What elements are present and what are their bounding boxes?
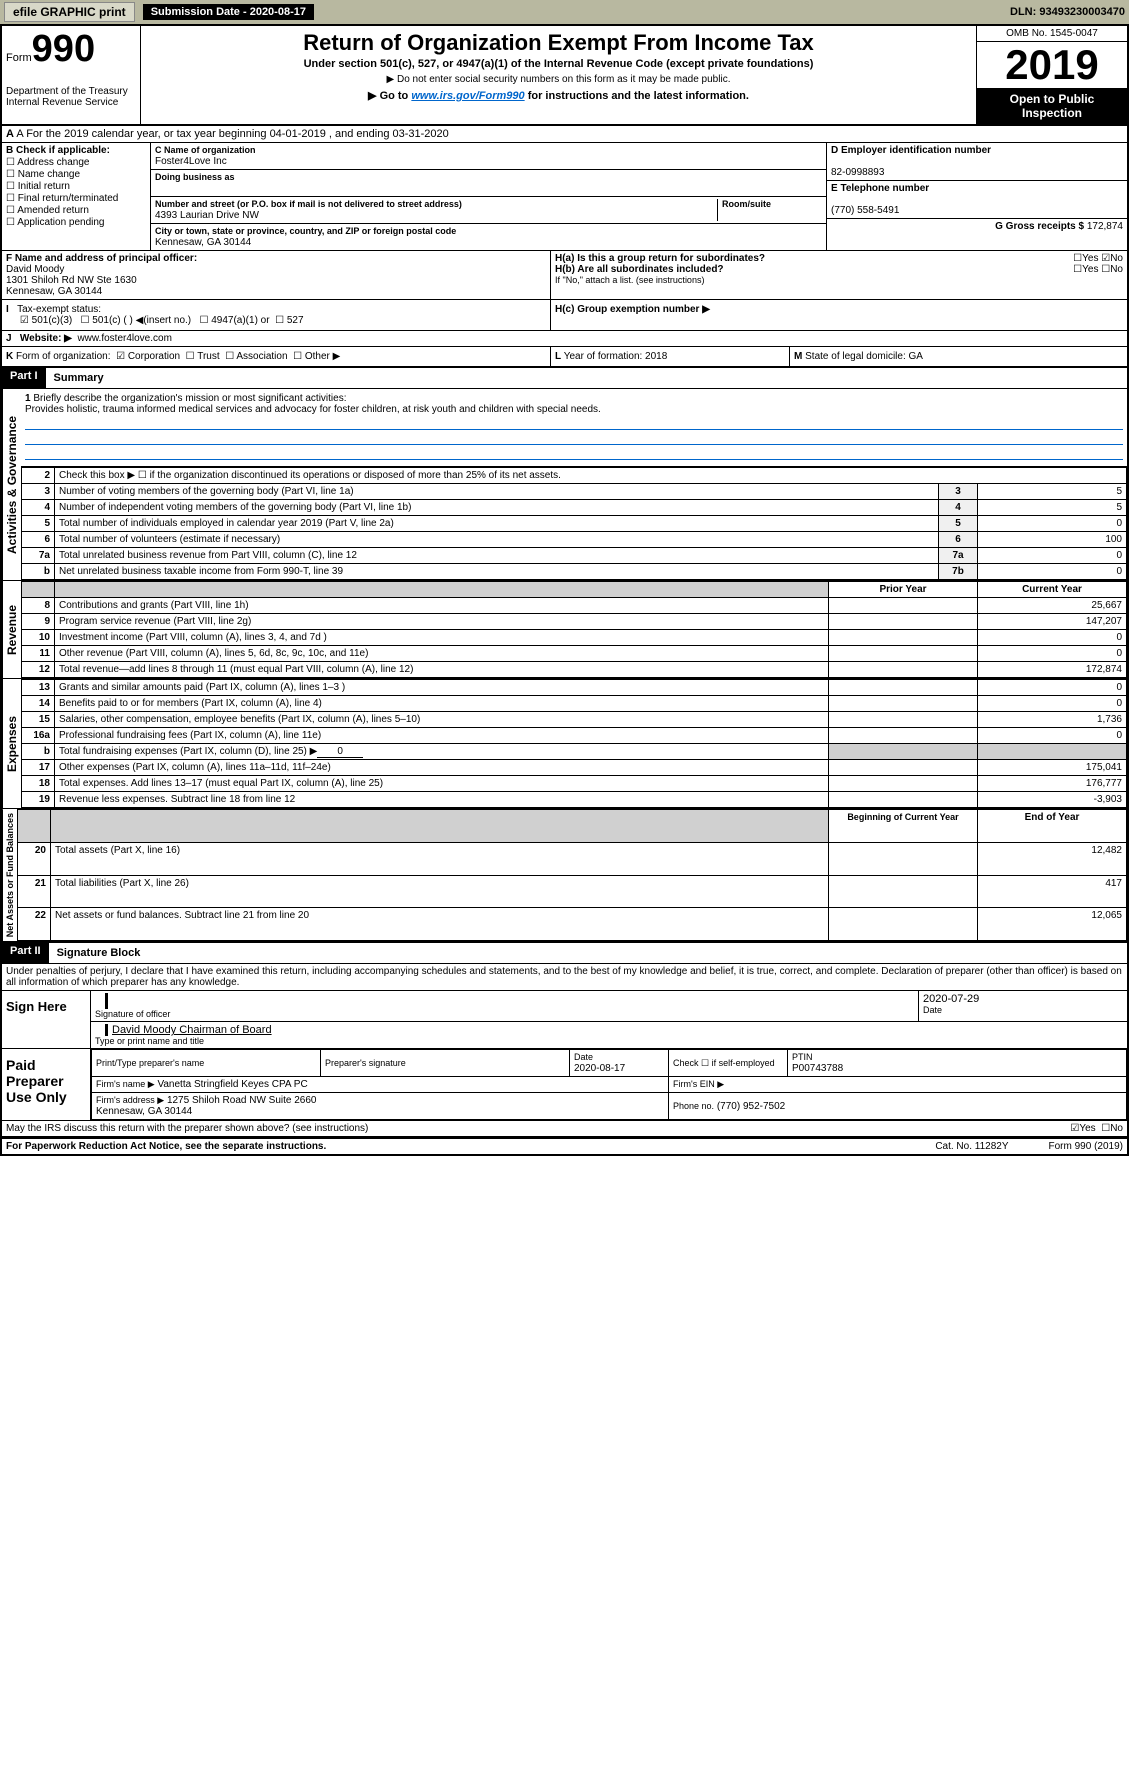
sig-date: 2020-07-29	[923, 993, 1123, 1005]
open-public: Open to Public Inspection	[977, 88, 1127, 124]
val-21: 417	[978, 875, 1127, 908]
part-1-title: Summary	[46, 368, 112, 388]
form-title: Return of Organization Exempt From Incom…	[145, 30, 972, 56]
check-address-change[interactable]: ☐ Address change	[6, 157, 146, 168]
val-8: 25,667	[978, 598, 1127, 614]
vert-governance: Activities & Governance	[2, 389, 21, 580]
firm-name: Vanetta Stringfield Keyes CPA PC	[157, 1079, 307, 1090]
efile-button[interactable]: efile GRAPHIC print	[4, 2, 135, 22]
section-f: F Name and address of principal officer:…	[2, 251, 551, 299]
part-2-title: Signature Block	[49, 943, 149, 963]
section-c: C Name of organizationFoster4Love Inc Do…	[151, 143, 827, 250]
vert-net-assets: Net Assets or Fund Balances	[2, 809, 17, 941]
check-final-return[interactable]: ☐ Final return/terminated	[6, 193, 146, 204]
val-5: 0	[978, 516, 1127, 532]
val-22: 12,065	[978, 908, 1127, 941]
omb-number: OMB No. 1545-0047	[977, 26, 1127, 42]
val-16a: 0	[978, 728, 1127, 744]
val-14: 0	[978, 696, 1127, 712]
val-12: 172,874	[978, 662, 1127, 678]
val-7a: 0	[978, 548, 1127, 564]
org-name: Foster4Love Inc	[155, 156, 227, 167]
check-app-pending[interactable]: ☐ Application pending	[6, 217, 146, 228]
row-i-tax-status: I Tax-exempt status: ☑ 501(c)(3) ☐ 501(c…	[2, 300, 551, 330]
form-subtitle: Under section 501(c), 527, or 4947(a)(1)…	[145, 58, 972, 70]
val-13: 0	[978, 680, 1127, 696]
discuss-row: May the IRS discuss this return with the…	[2, 1121, 1127, 1138]
val-20: 12,482	[978, 842, 1127, 875]
val-4: 5	[978, 500, 1127, 516]
row-l-year: L Year of formation: 2018	[551, 347, 790, 366]
val-19: -3,903	[978, 792, 1127, 808]
preparer-date: 2020-08-17	[574, 1063, 625, 1074]
row-a-period: A A For the 2019 calendar year, or tax y…	[2, 126, 1127, 143]
row-k-form-org: K Form of organization: ☑ Corporation ☐ …	[2, 347, 551, 366]
ptin: P00743788	[792, 1063, 843, 1074]
check-name-change[interactable]: ☐ Name change	[6, 169, 146, 180]
part-2-header: Part II	[2, 943, 49, 963]
val-17: 175,041	[978, 760, 1127, 776]
val-9: 147,207	[978, 614, 1127, 630]
org-city: Kennesaw, GA 30144	[155, 237, 251, 248]
vert-expenses: Expenses	[2, 679, 21, 808]
submission-date: Submission Date - 2020-08-17	[143, 4, 314, 20]
form-label: Form	[6, 52, 32, 64]
val-18: 176,777	[978, 776, 1127, 792]
val-6: 100	[978, 532, 1127, 548]
gross-receipts: 172,874	[1087, 221, 1123, 232]
footer: For Paperwork Reduction Act Notice, see …	[2, 1138, 1127, 1154]
mission-text: Provides holistic, trauma informed medic…	[25, 404, 601, 415]
dln-label: DLN: 93493230003470	[1010, 6, 1125, 18]
part-1-header: Part I	[2, 368, 46, 388]
irs-link[interactable]: www.irs.gov/Form990	[411, 90, 524, 102]
section-hc: H(c) Group exemption number ▶	[551, 300, 1127, 330]
signature-declaration: Under penalties of perjury, I declare th…	[2, 964, 1127, 991]
val-7b: 0	[978, 564, 1127, 580]
row-j-website: J Website: ▶ www.foster4love.com	[2, 331, 1127, 347]
note-ssn: ▶ Do not enter social security numbers o…	[145, 74, 972, 85]
officer-printed-name: David Moody Chairman of Board	[112, 1024, 1123, 1036]
tax-year: 2019	[977, 42, 1127, 88]
check-initial-return[interactable]: ☐ Initial return	[6, 181, 146, 192]
officer-name: David Moody	[6, 264, 64, 275]
firm-phone: (770) 952-7502	[717, 1101, 785, 1112]
val-10: 0	[978, 630, 1127, 646]
paid-preparer-label: Paid Preparer Use Only	[2, 1049, 91, 1120]
val-11: 0	[978, 646, 1127, 662]
website-url: www.foster4love.com	[77, 333, 171, 344]
form-number: 990	[32, 28, 95, 70]
org-address: 4393 Laurian Drive NW	[155, 210, 259, 221]
row-m-state: M State of legal domicile: GA	[790, 347, 1127, 366]
sign-here-label: Sign Here	[2, 991, 91, 1048]
vert-revenue: Revenue	[2, 581, 21, 678]
section-de: D Employer identification number82-09988…	[827, 143, 1127, 250]
telephone: (770) 558-5491	[831, 205, 899, 216]
val-3: 5	[978, 484, 1127, 500]
form-990: Form990 Department of the Treasury Inter…	[0, 24, 1129, 1156]
val-15: 1,736	[978, 712, 1127, 728]
section-b-checkboxes: B Check if applicable: ☐ Address change …	[2, 143, 151, 250]
section-h: H(a) Is this a group return for subordin…	[551, 251, 1127, 299]
officer-addr: 1301 Shiloh Rd NW Ste 1630 Kennesaw, GA …	[6, 275, 137, 297]
dept-label: Department of the Treasury Internal Reve…	[6, 86, 136, 108]
note-link: ▶ Go to www.irs.gov/Form990 for instruct…	[145, 89, 972, 102]
top-bar: efile GRAPHIC print Submission Date - 20…	[0, 0, 1129, 24]
check-amended[interactable]: ☐ Amended return	[6, 205, 146, 216]
ein: 82-0998893	[831, 167, 884, 178]
